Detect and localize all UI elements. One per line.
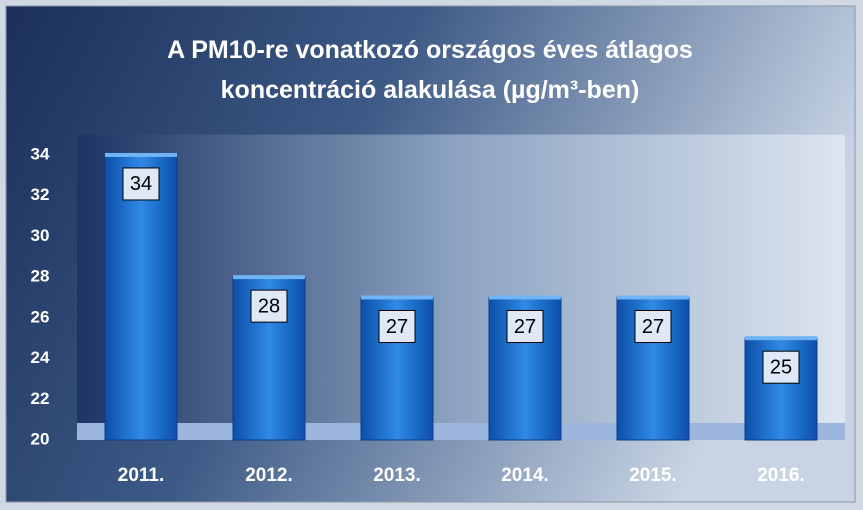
y-tick-label: 22: [31, 389, 50, 408]
x-tick-label: 2016.: [757, 465, 805, 486]
bar-top: [617, 295, 689, 300]
x-tick-label: 2011.: [118, 465, 165, 486]
bar: [104, 154, 178, 441]
bar-top: [745, 336, 817, 341]
value-label-box: [762, 350, 800, 384]
value-label: 27: [642, 316, 664, 338]
value-label: 27: [386, 316, 408, 338]
plot-area: [77, 134, 845, 440]
bar-top: [233, 275, 305, 280]
x-tick-label: 2012.: [245, 465, 293, 486]
x-tick-label: 2015.: [629, 465, 677, 486]
value-label-box: [634, 309, 672, 343]
value-label: 27: [514, 316, 536, 338]
bar-top: [105, 152, 177, 157]
value-label: 28: [258, 295, 280, 317]
x-tick-label: 2013.: [373, 465, 421, 486]
y-tick-label: 26: [31, 307, 50, 326]
y-tick-label: 30: [31, 226, 50, 245]
bar-top: [489, 295, 561, 300]
floor: [77, 423, 845, 440]
y-tick-label: 24: [31, 348, 50, 367]
y-tick-label: 28: [31, 267, 50, 286]
value-label: 25: [770, 356, 792, 378]
y-tick-label: 20: [31, 429, 50, 448]
value-label-box: [378, 309, 416, 343]
x-tick-label: 2014.: [501, 465, 549, 486]
value-label: 34: [130, 173, 152, 195]
bar-top: [361, 295, 433, 300]
y-tick-label: 34: [31, 144, 50, 163]
chart-title: A PM10-re vonatkozó országos éves átlago…: [167, 36, 693, 104]
value-label-box: [250, 289, 288, 323]
y-tick-label: 32: [31, 185, 50, 204]
value-label-box: [122, 167, 160, 201]
value-label-box: [506, 309, 544, 343]
